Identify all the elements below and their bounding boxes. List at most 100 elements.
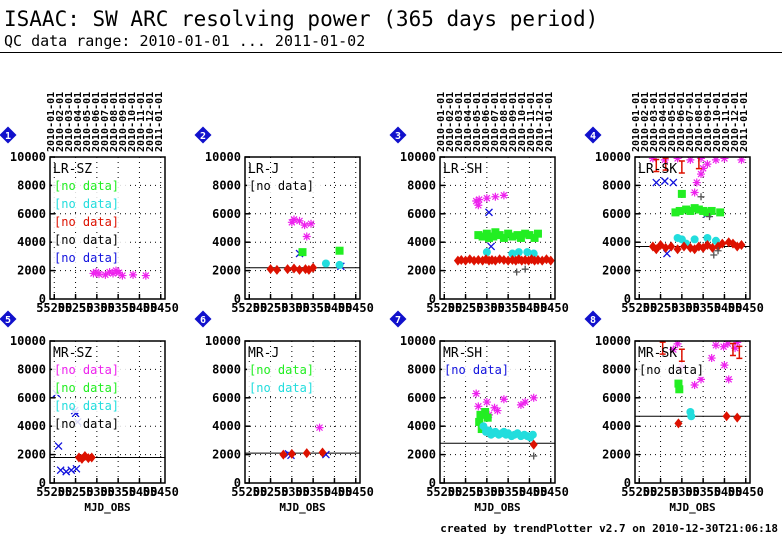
no-data-label: [no data] [54,179,119,193]
x-tick-label: 55250 [57,301,93,315]
date-tick-label: 2010-08-01 [499,92,510,152]
asterisk-marker [295,216,304,225]
panel-3: 3020004000600080001000055200552505530055… [389,92,569,315]
x-tick-label: 55300 [664,301,700,315]
diamond-marker [546,255,555,266]
date-tick-label: 2010-05-01 [472,92,483,152]
y-tick-label: 4000 [602,419,631,433]
panel-label: LR-SK [638,162,677,177]
y-tick-label: 2000 [407,448,436,462]
y-tick-label: 4000 [602,235,631,249]
y-tick-label: 0 [624,476,631,490]
square-marker [686,206,695,215]
diamond-marker [309,262,318,273]
x-tick-label: 55400 [511,485,547,499]
asterisk-marker [499,395,508,404]
y-tick-label: 8000 [17,178,46,192]
x-tick-label: 55200 [231,485,267,499]
cross-marker [669,178,678,187]
y-tick-label: 8000 [602,362,631,376]
square-marker [521,229,530,238]
y-tick-label: 0 [234,292,241,306]
asterisk-marker [669,345,678,354]
diamond-marker [279,449,288,460]
panel-badge-number: 1 [5,131,11,142]
y-tick-label: 8000 [407,178,436,192]
y-tick-label: 4000 [17,235,46,249]
page-title: ISAAC: SW ARC resolving power (365 days … [4,7,599,31]
y-tick-label: 8000 [212,362,241,376]
square-marker [674,379,683,388]
asterisk-marker [697,170,706,179]
no-data-label: [no data] [249,381,314,395]
y-tick-label: 6000 [407,391,436,405]
errorbar-marker [678,160,685,174]
date-tick-label: 2010-07-01 [685,92,696,152]
panel-frame [244,340,361,484]
square-marker [481,408,490,416]
date-tick-label: 2010-11-01 [721,92,732,152]
panel-badge [194,126,212,144]
panel-badge-number: 8 [590,315,596,326]
date-tick-label: 2010-12-01 [535,92,546,152]
errorbar-marker [695,157,702,170]
date-tick-label: 2010-06-01 [676,92,687,152]
diamond-marker [289,263,298,274]
circle-marker [335,260,344,269]
x-tick-label: 55200 [426,485,462,499]
square-marker [298,248,307,257]
y-tick-label: 2000 [407,264,436,278]
date-tick-label: 2010-01-01 [631,92,642,152]
panel-markers [279,423,330,460]
circle-marker [690,235,699,244]
errorbar-marker [729,342,736,357]
no-data-backdrop [52,197,126,211]
x-tick-label: 55300 [274,485,310,499]
panel-frame [49,156,166,300]
asterisk-marker [115,268,123,277]
cross-marker [660,177,669,186]
x-tick-label: 55450 [533,301,569,315]
date-tick-label: 2010-11-01 [526,92,537,152]
no-data-label: [no data] [54,215,119,229]
asterisk-marker [660,157,669,164]
x-tick-label: 55200 [621,485,657,499]
asterisk-marker [472,197,481,206]
x-tick-label: 55300 [664,485,700,499]
x-tick-label: 55300 [469,485,505,499]
x-tick-label: 55450 [143,301,179,315]
no-data-label: [no data] [639,363,704,377]
date-tick-label: 2010-12-01 [145,92,156,152]
panel-badge [584,310,602,328]
asterisk-marker [516,400,525,409]
y-tick-label: 10000 [205,334,241,348]
x-axis-title: MJD_OBS [669,501,715,514]
square-marker [335,246,344,255]
cross-marker [72,464,81,473]
asterisk-marker [521,398,530,407]
diamond-marker [667,241,676,252]
asterisk-marker [474,402,483,411]
date-tick-label: 2010-08-01 [694,92,705,152]
x-tick-label: 55450 [728,301,764,315]
x-tick-label: 55450 [143,485,179,499]
no-data-label: [no data] [54,399,119,413]
date-tick-label: 2010-05-01 [667,92,678,152]
x-tick-label: 55200 [36,301,72,315]
x-tick-label: 55300 [79,485,115,499]
no-data-backdrop [52,399,126,413]
circle-marker [523,248,532,257]
y-tick-label: 10000 [400,334,436,348]
asterisk-marker [129,270,138,279]
circle-marker [514,248,523,257]
no-data-label: [no data] [249,363,314,377]
square-marker [483,413,492,422]
x-tick-label: 55450 [338,485,374,499]
panel-8: 8020004000600080001000055200552505530055… [584,310,764,514]
square-marker [478,232,487,241]
date-tick-label: 2010-04-01 [73,92,84,152]
panel-markers [648,157,746,259]
asterisk-marker [118,271,127,280]
date-tick-label: 2010-04-01 [463,92,474,152]
